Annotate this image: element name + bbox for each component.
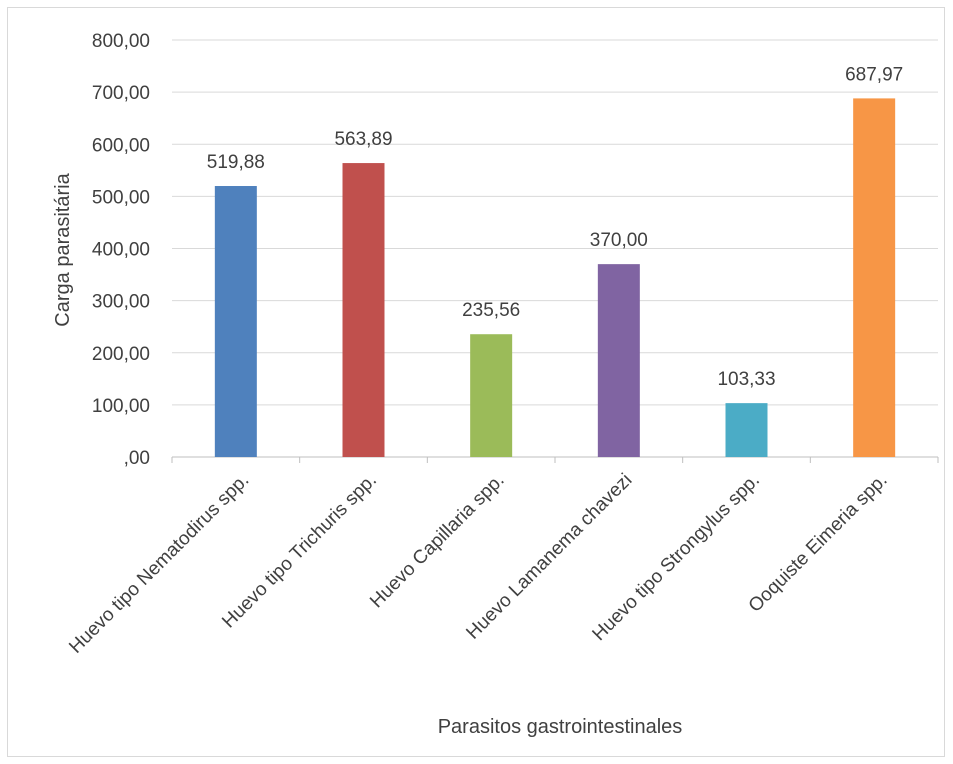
y-tick-label: 300,00 [92,292,150,313]
y-tick-label: 400,00 [92,240,150,261]
x-tick-label: Ooquiste Eimeria spp. [745,470,892,617]
bar [853,98,896,458]
bar [470,334,513,457]
bar [725,403,768,457]
bars [214,98,896,458]
y-axis-title: Carga parasitária [52,172,74,326]
data-label: 687,97 [845,64,903,85]
y-tick-label: 500,00 [92,187,150,208]
x-tick-labels: Huevo tipo Nematodirus spp.Huevo tipo Tr… [65,470,891,658]
y-tick-labels: ,00 100,00 200,00 300,00 400,00 500,00 600,00 7… [92,31,150,469]
y-tick-label: 100,00 [92,396,150,417]
y-tick-label: ,00 [124,448,150,469]
data-label: 370,00 [590,230,648,251]
data-label: 519,88 [207,152,265,173]
x-axis-title: Parasitos gastrointestinales [438,716,683,738]
x-tick-label: Huevo Capillaria spp. [366,470,509,613]
bar [342,163,385,458]
data-label: 563,89 [334,129,392,150]
data-label: 235,56 [462,300,520,321]
y-tick-label: 600,00 [92,135,150,156]
y-tick-label: 800,00 [92,31,150,52]
data-labels: 519,88 563,89 235,56 370,00 103,33 687,97 [207,64,903,390]
gridlines [171,39,939,463]
data-label: 103,33 [717,369,775,390]
y-tick-label: 700,00 [92,83,150,104]
bar [597,264,640,457]
y-tick-label: 200,00 [92,344,150,365]
x-tick-label: Huevo tipo Nematodirus spp. [65,470,253,658]
bar [214,186,257,457]
